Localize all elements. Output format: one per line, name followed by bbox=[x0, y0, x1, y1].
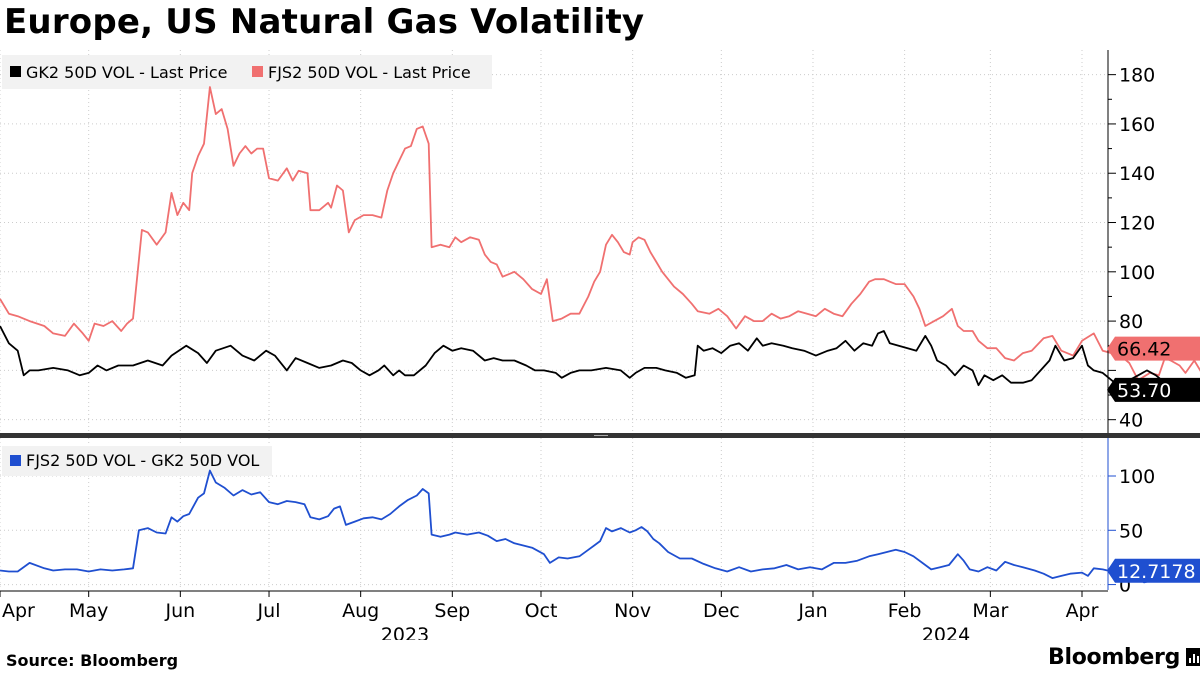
top-y-tick-label: 120 bbox=[1119, 213, 1155, 235]
x-tick-label: Jun bbox=[164, 600, 195, 622]
last-value-tag-fjs2: 66.42 bbox=[1107, 336, 1200, 361]
x-tick-label: Dec bbox=[703, 600, 740, 622]
x-ticks: Apr May Jun Jul Aug Sep Oct Nov Dec Jan Feb Mar Apr 2… bbox=[0, 591, 1099, 640]
last-value-tag-spread: 12.7178 bbox=[1107, 558, 1200, 583]
x-tick-label: Jul bbox=[257, 600, 281, 622]
bottom-y-tick-label: 100 bbox=[1119, 466, 1155, 488]
x-tick-label: Apr bbox=[1066, 600, 1099, 622]
x-tick-label: Mar bbox=[972, 600, 1008, 622]
series-lines bbox=[0, 86, 1200, 584]
bottom-y-tick-label: 50 bbox=[1119, 520, 1143, 542]
legend-label-gk2: GK2 50D VOL - Last Price bbox=[26, 63, 227, 82]
x-tick-label: Apr bbox=[2, 600, 35, 622]
top-legend-box bbox=[2, 55, 492, 89]
top-y-tick-label: 40 bbox=[1119, 410, 1143, 432]
series-line-fjs2 bbox=[0, 86, 1200, 382]
brand-text: Bloomberg bbox=[1048, 645, 1181, 670]
bloomberg-logo: Bloomberg bbox=[1048, 645, 1200, 670]
top-y-tick-label: 180 bbox=[1119, 65, 1155, 87]
brand-mark-icon bbox=[1186, 648, 1200, 666]
top-y-ticks: 40 80 100 120 140 160 180 bbox=[1108, 65, 1155, 432]
legend-swatch-spread bbox=[10, 455, 21, 466]
x-tick-label: Jan bbox=[797, 600, 827, 622]
bottom-legend-box bbox=[2, 446, 272, 476]
top-y-tick-label: 140 bbox=[1119, 163, 1155, 185]
x-year-label: 2024 bbox=[922, 624, 970, 640]
legend-label-fjs2: FJS2 50D VOL - Last Price bbox=[268, 63, 471, 82]
top-y-tick-label: 100 bbox=[1119, 262, 1155, 284]
chart-title: Europe, US Natural Gas Volatility bbox=[4, 2, 645, 42]
legend-swatch-fjs2 bbox=[252, 66, 263, 77]
source-note: Source: Bloomberg bbox=[6, 651, 179, 670]
last-value-tag-gk2: 53.70 bbox=[1107, 377, 1200, 402]
x-tick-label: Feb bbox=[888, 600, 922, 622]
series-line-spread bbox=[0, 469, 1200, 584]
last-value-gk2: 53.70 bbox=[1117, 380, 1171, 402]
x-tick-label: Sep bbox=[434, 600, 470, 622]
top-y-tick-label: 160 bbox=[1119, 114, 1155, 136]
x-year-label: 2023 bbox=[381, 624, 429, 640]
x-tick-label: Aug bbox=[342, 600, 379, 622]
chart-svg: GK2 50D VOL - Last Price FJS2 50D VOL - … bbox=[0, 50, 1200, 640]
top-y-tick-label: 80 bbox=[1119, 311, 1143, 333]
legend-swatch-gk2 bbox=[10, 66, 21, 77]
last-value-fjs2: 66.42 bbox=[1117, 339, 1171, 361]
legend-label-spread: FJS2 50D VOL - GK2 50D VOL bbox=[26, 451, 259, 470]
series-line-gk2 bbox=[0, 325, 1200, 401]
x-tick-label: May bbox=[69, 600, 108, 622]
last-value-spread: 12.7178 bbox=[1117, 561, 1196, 583]
x-tick-label: Nov bbox=[614, 600, 651, 622]
x-tick-label: Oct bbox=[525, 600, 558, 622]
